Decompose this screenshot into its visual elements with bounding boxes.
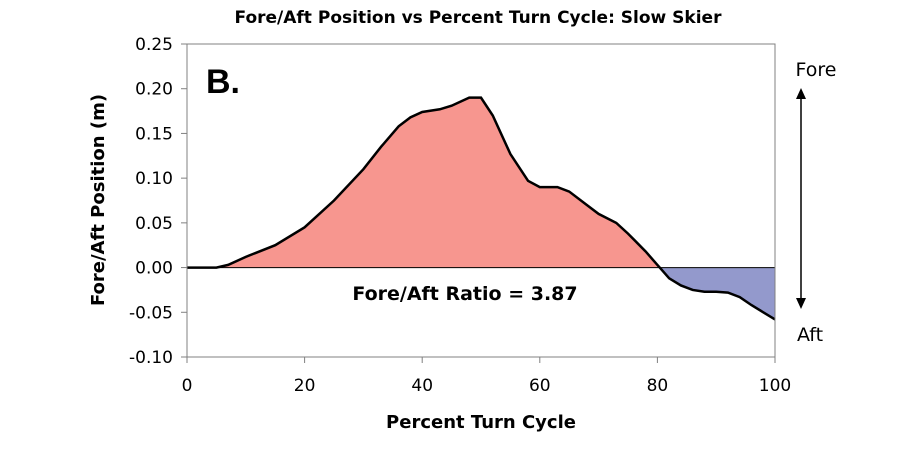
ratio-annotation: Fore/Aft Ratio = 3.87 (352, 283, 577, 305)
x-tick-label: 60 (529, 376, 551, 396)
y-tick-label: 0.25 (135, 35, 173, 55)
y-tick-label: 0.10 (135, 169, 173, 189)
x-tick-label: 100 (759, 376, 791, 396)
arrow-head-down (796, 298, 806, 309)
data-line (187, 96, 776, 321)
y-tick-label: 0.20 (135, 80, 173, 100)
x-tick-label: 80 (647, 376, 669, 396)
fore-aft-arrow (796, 88, 806, 309)
x-axis-label: Percent Turn Cycle (386, 412, 576, 433)
chart-title: Fore/Aft Position vs Percent Turn Cycle:… (235, 8, 723, 28)
aft-label: Aft (797, 324, 823, 346)
y-tick-label: 0.15 (135, 124, 173, 144)
fore-label: Fore (796, 59, 837, 81)
y-axis: -0.10 -0.05 0.00 0.05 0.10 0.15 0.20 0.25 (129, 35, 188, 368)
y-axis-label: Fore/Aft Position (m) (88, 94, 109, 306)
x-tick-label: 0 (182, 376, 193, 396)
panel-label: B. (206, 63, 240, 101)
positive-area-0 (187, 97, 660, 268)
x-tick-label: 20 (294, 376, 316, 396)
y-tick-label: 0.00 (135, 259, 173, 279)
arrow-head-up (796, 88, 806, 99)
x-axis: 0 20 40 60 80 100 (182, 356, 791, 396)
x-tick-label: 40 (411, 376, 433, 396)
y-tick-label: -0.05 (129, 303, 173, 323)
y-tick-label: -0.10 (129, 348, 173, 368)
y-tick-label: 0.05 (135, 214, 173, 234)
negative-area-1 (659, 267, 775, 320)
